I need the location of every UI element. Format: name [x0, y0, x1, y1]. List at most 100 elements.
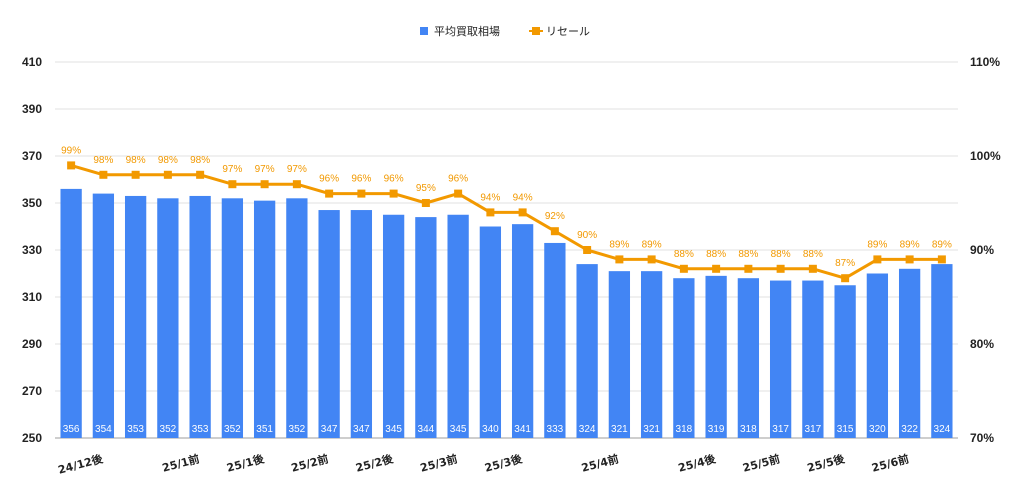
line-point — [550, 227, 559, 236]
bar-value-label: 318 — [676, 424, 693, 435]
line-point — [776, 264, 785, 273]
bar — [898, 268, 921, 438]
data-labels: 356 354 353 352 353 352 351 352 347 347 345 344 345 3… — [61, 145, 952, 435]
bar — [511, 224, 534, 438]
bar — [608, 271, 631, 438]
line-point — [744, 264, 753, 273]
bar — [124, 195, 147, 438]
line-value-label: 98% — [126, 155, 146, 166]
line-value-label: 90% — [577, 230, 597, 241]
line-value-label: 88% — [674, 249, 694, 260]
line-point — [873, 255, 882, 264]
bar — [866, 273, 889, 438]
line-value-label: 88% — [771, 249, 791, 260]
bar-value-label: 352 — [224, 424, 241, 435]
line-point — [712, 264, 721, 273]
bar-value-label: 321 — [643, 424, 660, 435]
line-point — [196, 170, 205, 179]
line-point — [260, 180, 269, 189]
bar — [931, 264, 953, 438]
bar — [286, 198, 308, 438]
bar-value-label: 317 — [805, 424, 822, 435]
bar-value-label: 352 — [289, 424, 306, 435]
bar-value-label: 340 — [482, 424, 499, 435]
bar — [92, 193, 115, 438]
line-point — [615, 255, 624, 264]
bar-value-label: 351 — [256, 424, 273, 435]
bar-value-label: 345 — [450, 424, 467, 435]
x-tick-label: 25/2前 — [290, 451, 330, 474]
x-tick-label: 25/4前 — [580, 451, 620, 474]
bar — [382, 214, 405, 438]
line-value-label: 88% — [803, 249, 823, 260]
line-value-label: 94% — [513, 192, 533, 203]
line-value-label: 97% — [255, 164, 275, 175]
y-left-tick-label: 410 — [22, 55, 42, 69]
bar — [576, 264, 598, 438]
line-value-label: 98% — [190, 155, 210, 166]
line-value-label: 88% — [706, 249, 726, 260]
bar — [544, 242, 566, 438]
line-point — [583, 246, 592, 254]
line-value-label: 88% — [738, 249, 758, 260]
line-point — [325, 189, 334, 198]
x-tick-label: 25/2後 — [354, 451, 395, 475]
line-point — [99, 170, 108, 179]
line-point — [131, 170, 140, 179]
bar-value-label: 317 — [772, 424, 789, 435]
y-right-tick-label: 70% — [970, 431, 994, 445]
bar-value-label: 333 — [547, 424, 564, 435]
line-value-label: 98% — [93, 155, 113, 166]
x-tick-label: 25/1後 — [225, 451, 266, 475]
y-left-tick-label: 310 — [22, 290, 42, 304]
line-value-label: 92% — [545, 211, 565, 222]
y-right-tick-label: 80% — [970, 337, 994, 351]
x-tick-label: 25/1前 — [161, 451, 201, 474]
bar-value-label: 352 — [160, 424, 177, 435]
line-value-label: 96% — [319, 174, 339, 185]
y-left-tick-label: 370 — [22, 149, 42, 163]
line-value-label: 89% — [609, 239, 629, 250]
line-series — [67, 161, 946, 283]
bar — [189, 195, 211, 438]
line-value-label: 97% — [222, 164, 242, 175]
line-point — [937, 255, 946, 264]
line-point — [228, 180, 237, 189]
bar — [479, 226, 502, 438]
y-left-tick-label: 350 — [22, 196, 42, 210]
x-tick-label: 24/12後 — [56, 451, 105, 477]
x-tick-label: 25/6前 — [870, 451, 910, 474]
line-point — [357, 189, 366, 198]
y-right-tick-label: 110% — [970, 55, 1000, 69]
bar-value-label: 341 — [514, 424, 531, 435]
y-left-tick-label: 270 — [22, 384, 42, 398]
line-value-label: 89% — [900, 239, 920, 250]
bar-series — [60, 188, 953, 438]
line-value-label: 99% — [61, 145, 81, 156]
bar — [737, 278, 760, 438]
y-right-tick-label: 100% — [970, 149, 1001, 163]
x-tick-label: 25/3後 — [483, 451, 524, 475]
line-value-label: 96% — [384, 174, 404, 185]
x-tick-label: 25/5前 — [741, 451, 781, 474]
bar-value-label: 353 — [127, 424, 144, 435]
line-point — [454, 189, 463, 198]
legend-label: 平均買取相場 — [434, 25, 500, 38]
bar — [350, 210, 373, 438]
bar — [415, 217, 437, 438]
line-value-label: 95% — [416, 183, 436, 194]
line-value-label: 89% — [932, 239, 952, 250]
line-point — [647, 255, 656, 264]
line-value-label: 97% — [287, 164, 307, 175]
x-tick-label: 25/3前 — [419, 451, 459, 474]
bar — [253, 200, 276, 438]
legend-swatch-point — [532, 27, 540, 35]
line-point — [679, 264, 688, 273]
line-value-label: 96% — [448, 174, 468, 185]
line-point — [905, 255, 914, 264]
line-point — [808, 264, 817, 273]
bar-value-label: 344 — [418, 424, 435, 435]
line-point — [421, 199, 430, 207]
x-tick-label: 25/5後 — [806, 451, 847, 475]
